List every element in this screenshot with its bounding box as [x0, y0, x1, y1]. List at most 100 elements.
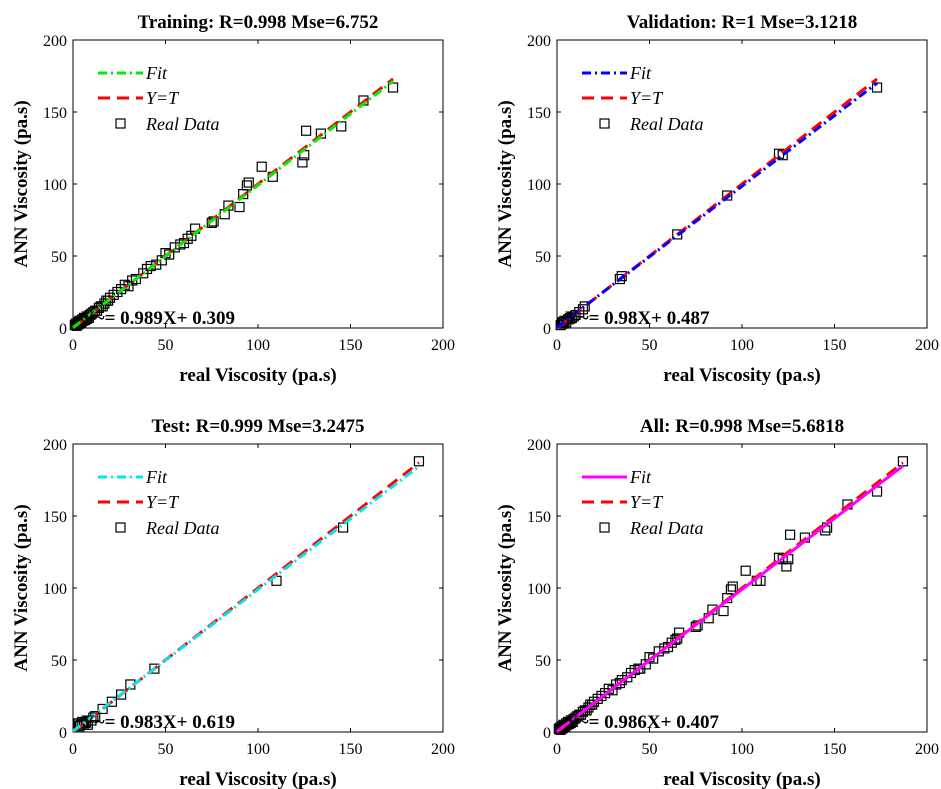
identity-line [72, 461, 420, 734]
legend-label-identity: Y=T [146, 88, 180, 108]
legend-label-data: Real Data [145, 114, 220, 134]
data-point [301, 125, 312, 136]
data-point [297, 157, 308, 168]
y-tick-label: 50 [51, 653, 67, 670]
y-axis-label: ANN Viscosity (pa.s) [11, 504, 32, 671]
y-tick-label: 100 [43, 177, 67, 194]
x-tick-label: 0 [553, 337, 561, 354]
regression-equation: Y~= 0.986X+ 0.407 [565, 712, 719, 733]
data-point [570, 712, 581, 723]
chart-panel-1: Training: R=0.998 Mse=6.752 0 50 100 150 200 0… [11, 12, 455, 386]
legend-label-identity: Y=T [630, 492, 664, 512]
x-tick-label: 200 [431, 741, 455, 758]
x-tick-label: 200 [431, 337, 455, 354]
data-point [115, 689, 127, 700]
data-point [78, 718, 90, 729]
data-point [614, 677, 626, 689]
x-tick-label: 150 [823, 741, 847, 758]
legend-label-data: Real Data [629, 518, 704, 538]
legend-label-fit: Fit [145, 63, 168, 83]
x-tick-label: 100 [246, 337, 270, 354]
x-axis-label: real Viscosity (pa.s) [179, 769, 336, 789]
chart-panel-3: Test: R=0.999 Mse=3.2475 0 50 100 150 200 0 50 1… [11, 416, 455, 789]
legend-label-identity: Y=T [146, 492, 180, 512]
data-point [75, 719, 86, 730]
x-tick-label: 50 [642, 337, 658, 354]
legend: Fit Y=T Real Data [98, 467, 220, 538]
data-point [223, 200, 234, 211]
y-tick-label: 0 [59, 725, 67, 742]
x-tick-label: 50 [158, 741, 174, 758]
data-point [871, 82, 883, 93]
data-point [784, 529, 796, 540]
data-point [614, 273, 626, 285]
legend-swatch-data [599, 522, 610, 533]
data-point [149, 663, 160, 674]
regression-equation: Y~= 0.983X+ 0.619 [81, 712, 235, 733]
data-point [588, 696, 600, 707]
y-tick-label: 200 [527, 437, 551, 454]
data-point [570, 309, 581, 321]
data-point [725, 584, 737, 595]
data-point [781, 561, 792, 572]
legend: Fit Y=T Real Data [582, 467, 704, 538]
identity-line [556, 77, 878, 330]
data-point [338, 522, 349, 533]
data-point [672, 633, 683, 644]
legend-label-identity: Y=T [630, 88, 664, 108]
fit-line [72, 79, 394, 329]
legend: Fit Y=T Real Data [98, 63, 220, 134]
data-point [607, 685, 618, 696]
x-tick-label: 50 [158, 337, 174, 354]
data-point [243, 177, 254, 188]
x-tick-label: 100 [730, 741, 754, 758]
chart-panel-2: Validation: R=1 Mse=3.1218 0 50 100 150 200 0 5… [495, 12, 939, 386]
data-point [592, 693, 603, 704]
y-tick-label: 150 [527, 105, 551, 122]
data-point [616, 675, 627, 686]
legend: Fit Y=T Real Data [582, 63, 704, 134]
data-point [583, 702, 594, 713]
data-point [659, 643, 670, 654]
data-point [672, 229, 683, 240]
data-point [579, 301, 590, 312]
y-tick-label: 100 [43, 581, 67, 598]
chart-title: All: R=0.998 Mse=5.6818 [640, 416, 844, 437]
y-tick-label: 50 [535, 653, 551, 670]
data-point [740, 565, 751, 576]
legend-label-fit: Fit [145, 467, 168, 487]
x-tick-label: 150 [339, 337, 363, 354]
x-tick-label: 150 [339, 741, 363, 758]
data-point [616, 271, 627, 282]
chart-title: Training: R=0.998 Mse=6.752 [138, 12, 379, 33]
data-point [186, 230, 197, 241]
data-point [182, 233, 193, 244]
chart-title: Validation: R=1 Mse=3.1218 [627, 12, 858, 33]
x-tick-label: 150 [823, 337, 847, 354]
data-point [97, 703, 108, 715]
data-point [718, 605, 729, 617]
data-point [104, 292, 116, 303]
y-tick-label: 0 [543, 725, 551, 742]
data-point [127, 275, 138, 286]
data-point [175, 239, 186, 250]
data-point [108, 289, 119, 300]
data-point [727, 581, 738, 592]
chart-panel-4: All: R=0.998 Mse=5.6818 0 50 100 150 200 0 50 10… [495, 416, 939, 789]
legend-swatch-data [599, 118, 610, 129]
y-tick-label: 200 [43, 33, 67, 50]
chart-title: Test: R=0.999 Mse=3.2475 [151, 416, 364, 437]
x-tick-label: 0 [69, 741, 77, 758]
y-tick-label: 100 [527, 177, 551, 194]
data-point [596, 690, 607, 702]
data-point [86, 308, 97, 319]
data-point [103, 295, 114, 306]
y-tick-label: 150 [43, 509, 67, 526]
identity-line [72, 77, 394, 330]
y-axis-label: ANN Viscosity (pa.s) [11, 100, 32, 267]
legend-swatch-data [115, 522, 126, 533]
data-point [241, 180, 252, 191]
x-axis-label: real Viscosity (pa.s) [663, 365, 820, 386]
legend-label-fit: Fit [629, 63, 652, 83]
